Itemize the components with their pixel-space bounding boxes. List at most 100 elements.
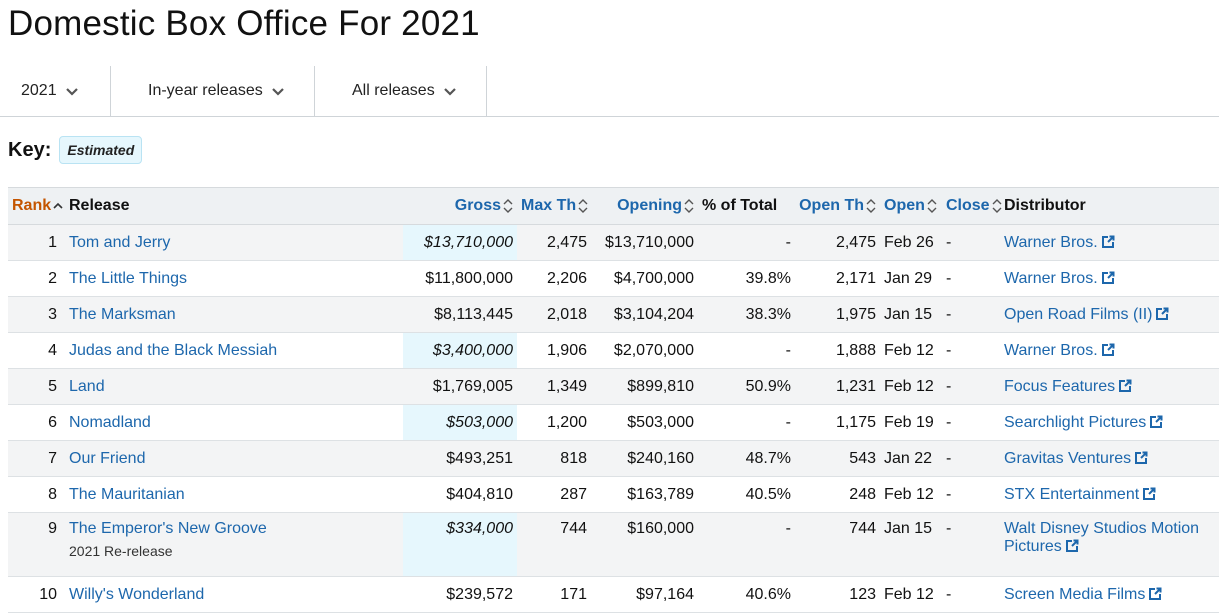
distributor-label: Searchlight Pictures [1004,413,1147,431]
column-header-open-th[interactable]: Open Th [795,187,880,225]
close-date-cell: - [942,576,1000,613]
release-link[interactable]: Judas and the Black Messiah [69,341,278,359]
open-date-cell: Feb 26 [880,224,942,261]
open-date-cell: Feb 12 [880,476,942,513]
opening-cell: $160,000 [591,512,698,577]
distributor-cell: Focus Features [1000,368,1219,405]
table-row: 7 Our Friend $493,251 818 $240,160 48.7% 543 Ja… [8,440,1219,477]
distributor-link[interactable]: Warner Bros. [1004,270,1115,287]
gross-cell: $503,000 [403,404,517,441]
sort-icon [992,198,1002,213]
sort-icon [866,198,876,213]
close-date-cell: - [942,476,1000,513]
opening-cell: $13,710,000 [591,224,698,261]
distributor-label: Warner Bros. [1004,341,1098,359]
distributor-link[interactable]: Warner Bros. [1004,234,1115,251]
column-header-opening[interactable]: Opening [591,187,698,225]
column-header-gross[interactable]: Gross [403,187,517,225]
release-link[interactable]: Tom and Jerry [69,233,171,251]
distributor-link[interactable]: Searchlight Pictures [1004,414,1163,431]
release-cell: The Little Things [65,260,403,297]
external-link-icon [1143,487,1156,500]
max-th-cell: 1,349 [517,368,591,405]
open-th-cell: 1,231 [795,368,880,405]
release-cell: Tom and Jerry [65,224,403,261]
estimated-badge: Estimated [59,136,143,164]
column-header-max-th[interactable]: Max Th [517,187,591,225]
table-row: 2 The Little Things $11,800,000 2,206 $4,700… [8,260,1219,297]
release-link[interactable]: Willy's Wonderland [69,585,205,603]
opening-cell: $240,160 [591,440,698,477]
table-row: 9 The Emperor's New Groove 2021 Re-release… [8,512,1219,577]
pct-total-cell: 39.8% [698,260,795,297]
rank-cell: 5 [8,368,65,405]
release-type-dropdown[interactable]: In-year releases [148,66,285,116]
column-header-gross-label: Gross [454,197,501,214]
gross-cell: $3,400,000 [403,332,517,369]
table-row: 1 Tom and Jerry $13,710,000 2,475 $13,710,00… [8,224,1219,261]
column-header-release: Release [65,187,403,225]
distributor-link[interactable]: Gravitas Ventures [1004,450,1148,467]
open-th-cell: 1,888 [795,332,880,369]
scope-dropdown[interactable]: All releases [352,66,457,116]
close-date-cell: - [942,224,1000,261]
release-cell: The Mauritanian [65,476,403,513]
pct-total-cell: 50.9% [698,368,795,405]
distributor-link[interactable]: Focus Features [1004,378,1132,395]
open-th-cell: 1,975 [795,296,880,333]
gross-cell: $11,800,000 [403,260,517,297]
open-date-cell: Jan 29 [880,260,942,297]
distributor-link[interactable]: STX Entertainment [1004,486,1156,503]
rank-cell: 4 [8,332,65,369]
max-th-cell: 744 [517,512,591,577]
distributor-link[interactable]: Open Road Films (II) [1004,306,1169,323]
open-date-cell: Jan 15 [880,296,942,333]
sort-asc-icon [53,202,63,209]
distributor-cell: Walt Disney Studios Motion Pictures [1000,512,1219,577]
distributor-label: Walt Disney Studios Motion [1004,520,1200,537]
release-link[interactable]: The Emperor's New Groove [69,520,267,537]
distributor-link[interactable]: Warner Bros. [1004,342,1115,359]
release-link[interactable]: Land [69,377,105,395]
max-th-cell: 287 [517,476,591,513]
max-th-cell: 2,018 [517,296,591,333]
table-row: 6 Nomadland $503,000 1,200 $503,000-1,175 Feb… [8,404,1219,441]
legend-key: Key: Estimated [8,136,143,164]
column-header-open[interactable]: Open [880,187,942,225]
year-dropdown[interactable]: 2021 [21,66,79,116]
pct-total-cell: - [698,512,795,577]
distributor-cell: Gravitas Ventures [1000,440,1219,477]
release-link[interactable]: Nomadland [69,413,151,431]
rank-cell: 9 [8,512,65,577]
box-office-table: Rank Release Gross Max Th Opening % of T… [8,187,1219,613]
column-header-rank[interactable]: Rank [8,187,65,225]
release-link[interactable]: Our Friend [69,449,146,467]
max-th-cell: 818 [517,440,591,477]
open-date-cell: Feb 12 [880,368,942,405]
opening-cell: $3,104,204 [591,296,698,333]
external-link-icon [1119,379,1132,392]
external-link-icon [1065,539,1079,552]
release-link[interactable]: The Little Things [69,269,187,287]
table-row: 4 Judas and the Black Messiah $3,400,000 1,… [8,332,1219,369]
distributor-link[interactable]: Screen Media Films [1004,586,1162,603]
release-link[interactable]: The Marksman [69,305,176,323]
page-title: Domestic Box Office For 2021 [8,4,480,43]
max-th-cell: 2,206 [517,260,591,297]
column-header-open-label: Open [884,197,925,214]
column-header-close[interactable]: Close [942,187,1002,225]
rank-cell: 1 [8,224,65,261]
sort-icon [927,198,937,213]
pct-total-cell: - [698,224,795,261]
gross-cell: $334,000 [403,512,517,577]
distributor-link[interactable]: Walt Disney Studios Motion Pictures [1004,520,1199,555]
rank-cell: 3 [8,296,65,333]
distributor-label: Screen Media Films [1004,585,1146,603]
open-th-cell: 2,475 [795,224,880,261]
distributor-label: Focus Features [1004,377,1116,395]
release-cell: Nomadland [65,404,403,441]
max-th-cell: 1,906 [517,332,591,369]
distributor-cell: Warner Bros. [1000,224,1219,261]
key-label: Key: [8,138,52,161]
release-link[interactable]: The Mauritanian [69,485,185,503]
